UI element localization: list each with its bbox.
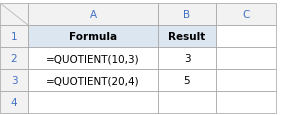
Text: Formula: Formula: [69, 32, 117, 42]
Bar: [216, 4, 276, 26]
Bar: [216, 26, 276, 48]
Text: =QUOTIENT(10,3): =QUOTIENT(10,3): [46, 54, 140, 63]
Bar: [0, 4, 28, 26]
Text: C: C: [242, 10, 250, 20]
Text: B: B: [183, 10, 190, 20]
Bar: [28, 91, 158, 113]
Bar: [28, 48, 158, 69]
Text: 3: 3: [11, 75, 17, 85]
Bar: [0, 69, 28, 91]
Bar: [28, 4, 158, 26]
Bar: [158, 4, 216, 26]
Text: Result: Result: [168, 32, 206, 42]
Bar: [0, 26, 28, 48]
Bar: [158, 26, 216, 48]
Text: 4: 4: [11, 97, 17, 107]
Bar: [158, 91, 216, 113]
Bar: [158, 48, 216, 69]
Text: 2: 2: [11, 54, 17, 63]
Bar: [158, 69, 216, 91]
Text: 3: 3: [184, 54, 190, 63]
Text: 1: 1: [11, 32, 17, 42]
Bar: [28, 26, 158, 48]
Bar: [28, 69, 158, 91]
Bar: [216, 69, 276, 91]
Text: =QUOTIENT(20,4): =QUOTIENT(20,4): [46, 75, 140, 85]
Bar: [0, 48, 28, 69]
Bar: [0, 91, 28, 113]
Text: 5: 5: [184, 75, 190, 85]
Text: A: A: [89, 10, 97, 20]
Bar: [216, 91, 276, 113]
Bar: [216, 48, 276, 69]
